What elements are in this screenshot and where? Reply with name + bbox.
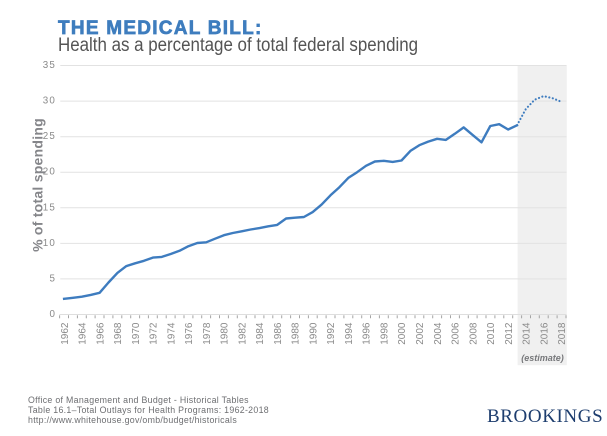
svg-text:2008: 2008 bbox=[468, 322, 479, 345]
svg-text:1990: 1990 bbox=[308, 322, 319, 345]
svg-text:1986: 1986 bbox=[273, 322, 284, 345]
svg-text:2012: 2012 bbox=[504, 322, 515, 345]
svg-text:1962: 1962 bbox=[60, 322, 71, 345]
svg-text:2000: 2000 bbox=[397, 322, 408, 345]
svg-text:2018: 2018 bbox=[557, 322, 568, 345]
svg-text:% of total spending: % of total spending bbox=[30, 118, 46, 252]
svg-text:2016: 2016 bbox=[539, 322, 550, 345]
svg-text:15: 15 bbox=[43, 202, 57, 213]
svg-text:30: 30 bbox=[43, 96, 57, 107]
svg-text:1974: 1974 bbox=[166, 322, 177, 345]
svg-text:1988: 1988 bbox=[291, 322, 302, 345]
svg-text:0: 0 bbox=[49, 309, 56, 320]
svg-text:1966: 1966 bbox=[95, 322, 106, 345]
svg-text:1968: 1968 bbox=[113, 322, 124, 345]
svg-text:1978: 1978 bbox=[202, 322, 213, 345]
svg-text:2002: 2002 bbox=[415, 322, 426, 345]
svg-text:1992: 1992 bbox=[326, 322, 337, 345]
svg-text:2004: 2004 bbox=[433, 322, 444, 345]
svg-text:10: 10 bbox=[43, 238, 57, 249]
svg-text:1996: 1996 bbox=[362, 322, 373, 345]
svg-text:1980: 1980 bbox=[220, 322, 231, 345]
svg-text:25: 25 bbox=[43, 131, 57, 142]
svg-text:1982: 1982 bbox=[237, 322, 248, 345]
svg-text:1972: 1972 bbox=[149, 322, 160, 345]
svg-text:1984: 1984 bbox=[255, 322, 266, 345]
svg-text:35: 35 bbox=[43, 60, 57, 71]
svg-text:5: 5 bbox=[49, 273, 56, 284]
svg-text:2006: 2006 bbox=[451, 322, 462, 345]
svg-text:2014: 2014 bbox=[522, 322, 533, 345]
svg-text:1964: 1964 bbox=[78, 322, 89, 345]
svg-text:20: 20 bbox=[43, 167, 57, 178]
svg-text:(estimate): (estimate) bbox=[521, 353, 564, 363]
svg-text:1998: 1998 bbox=[380, 322, 391, 345]
svg-text:1994: 1994 bbox=[344, 322, 355, 345]
svg-text:1976: 1976 bbox=[184, 322, 195, 345]
svg-text:2010: 2010 bbox=[486, 322, 497, 345]
svg-text:1970: 1970 bbox=[131, 322, 142, 345]
